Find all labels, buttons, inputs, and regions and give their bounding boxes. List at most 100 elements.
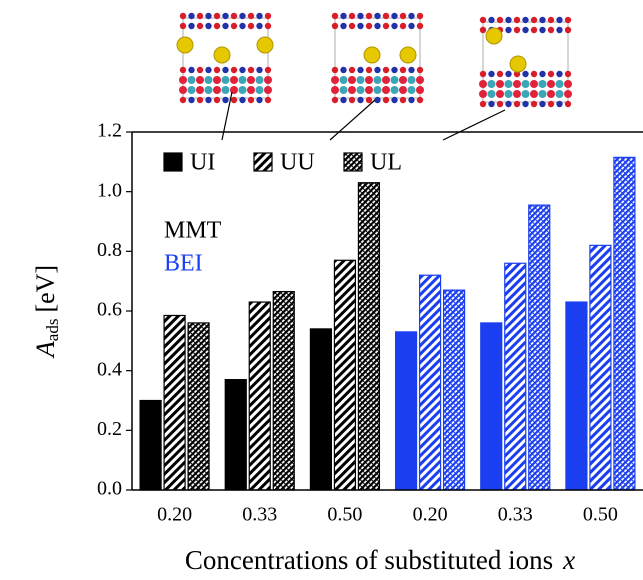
- atom: [340, 67, 346, 73]
- atom: [357, 23, 363, 29]
- atom: [348, 86, 356, 94]
- atom: [205, 86, 213, 94]
- atom: [513, 90, 521, 98]
- group-label: MMT: [164, 218, 222, 244]
- atom: [265, 97, 271, 103]
- legend-swatch: [254, 153, 272, 171]
- atom: [188, 13, 194, 19]
- atom: [248, 67, 254, 73]
- atom: [530, 90, 538, 98]
- atom: [382, 86, 390, 94]
- atom: [539, 90, 547, 98]
- atom: [179, 86, 187, 94]
- atom: [522, 90, 530, 98]
- atom: [231, 13, 237, 19]
- atom: [257, 37, 273, 53]
- atom: [514, 17, 520, 23]
- atom: [408, 13, 414, 19]
- legend-swatch: [344, 153, 362, 171]
- atom: [239, 67, 245, 73]
- atom: [399, 76, 407, 84]
- x-tick-label: 0.33: [242, 504, 277, 526]
- atom: [479, 80, 487, 88]
- atom: [565, 101, 571, 107]
- atom: [408, 67, 414, 73]
- atom: [564, 90, 572, 98]
- atom: [265, 23, 271, 29]
- atom: [531, 71, 537, 77]
- atom: [197, 23, 203, 29]
- atom: [256, 97, 262, 103]
- atom: [505, 80, 513, 88]
- atom: [239, 76, 247, 84]
- x-tick-label: 0.50: [583, 504, 618, 526]
- atom: [547, 90, 555, 98]
- atom: [256, 67, 262, 73]
- atom: [408, 97, 414, 103]
- x-tick-label: 0.33: [498, 504, 533, 526]
- atom: [513, 80, 521, 88]
- atom: [556, 17, 562, 23]
- bar: [614, 157, 635, 490]
- atom: [400, 97, 406, 103]
- atom: [522, 27, 528, 33]
- atom: [357, 76, 365, 84]
- atom: [197, 67, 203, 73]
- atom: [496, 90, 504, 98]
- atom: [400, 47, 416, 63]
- atom: [556, 71, 562, 77]
- atom: [522, 71, 528, 77]
- atom: [188, 97, 194, 103]
- atom: [408, 76, 416, 84]
- atom: [365, 86, 373, 94]
- atom: [214, 67, 220, 73]
- atom: [539, 17, 545, 23]
- atom: [556, 101, 562, 107]
- atom: [530, 80, 538, 88]
- atom: [391, 67, 397, 73]
- bar: [358, 183, 379, 490]
- atom: [180, 67, 186, 73]
- atom: [264, 86, 272, 94]
- atom: [349, 23, 355, 29]
- y-label-main: A: [31, 341, 60, 359]
- atom: [357, 86, 365, 94]
- atom: [214, 13, 220, 19]
- atom: [497, 71, 503, 77]
- atom: [374, 86, 382, 94]
- legend-swatch: [164, 153, 182, 171]
- atom: [488, 101, 494, 107]
- atom: [514, 27, 520, 33]
- atom: [332, 23, 338, 29]
- atom: [374, 67, 380, 73]
- atom: [531, 17, 537, 23]
- atom: [531, 101, 537, 107]
- y-tick-label: 0.6: [97, 299, 122, 321]
- atom: [222, 86, 230, 94]
- atom: [522, 101, 528, 107]
- atom: [391, 97, 397, 103]
- legend-label: UI: [190, 150, 215, 176]
- bar: [310, 329, 331, 490]
- atom: [522, 17, 528, 23]
- atom: [265, 67, 271, 73]
- bar: [444, 290, 465, 490]
- legend-label: UL: [370, 150, 402, 176]
- atom: [332, 13, 338, 19]
- atom: [383, 67, 389, 73]
- atom: [239, 13, 245, 19]
- atom: [179, 76, 187, 84]
- atom: [357, 67, 363, 73]
- atom: [213, 86, 221, 94]
- atom: [391, 23, 397, 29]
- atom: [505, 27, 511, 33]
- atom: [239, 97, 245, 103]
- atom: [180, 23, 186, 29]
- atom: [416, 86, 424, 94]
- atom: [496, 80, 504, 88]
- atom: [488, 71, 494, 77]
- atom: [539, 101, 545, 107]
- bar: [273, 292, 294, 490]
- atom: [548, 71, 554, 77]
- atom: [366, 23, 372, 29]
